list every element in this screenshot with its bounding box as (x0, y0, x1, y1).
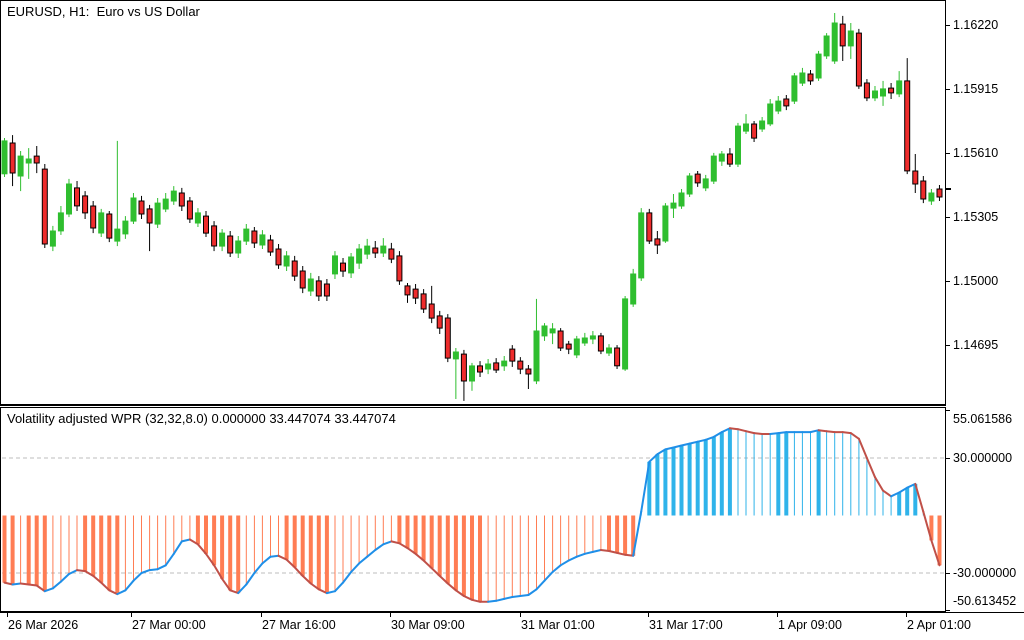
time-axis-tick (520, 612, 521, 617)
time-axis-tick (648, 612, 649, 617)
candle-bodies-layer (1, 22, 943, 382)
axis-tick (945, 410, 950, 411)
price-axis-label: 1.14695 (953, 338, 999, 352)
time-axis-label: 31 Mar 17:00 (649, 618, 723, 632)
price-axis-label: 1.15915 (953, 82, 999, 96)
wpr-indicator-chart[interactable] (1, 408, 945, 611)
time-axis-label: 30 Mar 09:00 (391, 618, 465, 632)
time-axis-tick (390, 612, 391, 617)
axis-tick (945, 281, 950, 282)
axis-tick (945, 217, 950, 218)
candlestick-chart[interactable] (1, 1, 945, 404)
candle-wicks-layer (4, 13, 940, 401)
time-axis-tick (131, 612, 132, 617)
wpr-line-layer (3, 427, 941, 603)
axis-tick (945, 89, 950, 90)
time-axis[interactable]: 26 Mar 2026 27 Mar 00:00 27 Mar 16:00 30 Ma… (0, 612, 1024, 640)
axis-tick (945, 458, 950, 459)
price-axis[interactable]: 1.16220 1.15915 1.15610 1.15305 1.15000 1.146… (945, 0, 1024, 612)
indicator-axis-label: -50.613452 (953, 594, 1017, 608)
time-axis-tick (261, 612, 262, 617)
indicator-title: Volatility adjusted WPR (32,32,8.0) 0.00… (7, 411, 396, 426)
axis-tick (945, 610, 950, 611)
price-chart-panel[interactable]: EURUSD, H1: Euro vs US Dollar (0, 0, 946, 406)
indicator-axis-label: 30.000000 (953, 451, 1013, 465)
time-axis-tick (7, 612, 8, 617)
time-axis-label: 27 Mar 16:00 (262, 618, 336, 632)
time-axis-label: 31 Mar 01:00 (521, 618, 595, 632)
axis-tick (945, 345, 950, 346)
axis-tick (945, 25, 950, 26)
wpr-histogram-layer (2, 428, 942, 602)
indicator-panel[interactable]: Volatility adjusted WPR (32,32,8.0) 0.00… (0, 407, 946, 612)
time-axis-tick (777, 612, 778, 617)
axis-tick (945, 573, 950, 574)
indicator-axis-label: -30.000000 (953, 566, 1017, 580)
price-axis-label: 1.15610 (953, 146, 999, 160)
price-axis-label: 1.15000 (953, 274, 999, 288)
time-axis-label: 26 Mar 2026 (8, 618, 79, 632)
indicator-axis-label: 55.061586 (953, 412, 1013, 426)
axis-tick (945, 153, 950, 154)
time-axis-line (0, 612, 1024, 613)
chart-title: EURUSD, H1: Euro vs US Dollar (7, 4, 200, 19)
price-axis-label: 1.16220 (953, 18, 999, 32)
time-axis-tick (906, 612, 907, 617)
time-axis-label: 2 Apr 01:00 (907, 618, 971, 632)
time-axis-label: 27 Mar 00:00 (132, 618, 206, 632)
price-axis-label: 1.15305 (953, 210, 999, 224)
time-axis-label: 1 Apr 09:00 (778, 618, 842, 632)
axis-tick (945, 188, 951, 190)
